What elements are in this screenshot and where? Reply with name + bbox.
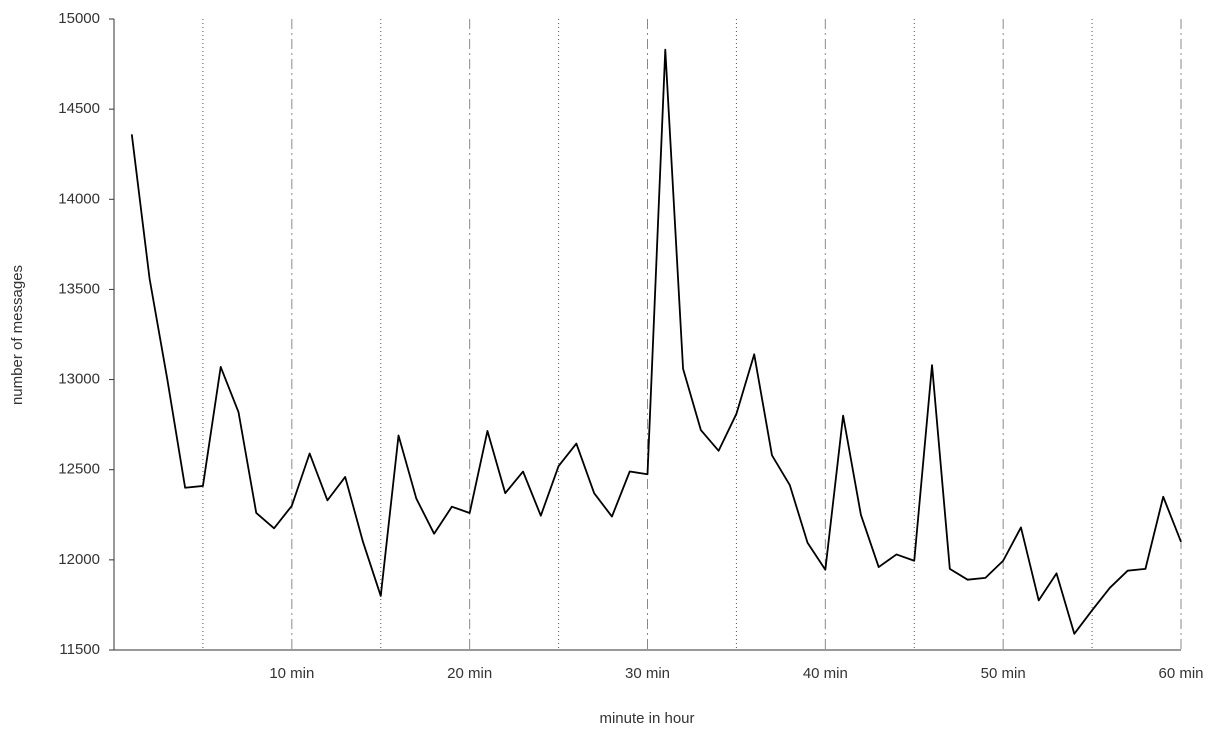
data-line [130, 48, 1182, 635]
y-tick-label: 13000 [58, 371, 100, 388]
y-tick-label: 12500 [58, 461, 100, 478]
x-tick-label: 40 min [803, 665, 848, 682]
y-tick-label: 15000 [58, 10, 100, 27]
y-tick-label: 14000 [58, 190, 100, 207]
x-tick-label: 50 min [981, 665, 1026, 682]
x-axis-label: minute in hour [599, 710, 694, 727]
y-tick-label: 11500 [59, 641, 100, 658]
x-tick-label: 20 min [447, 665, 492, 682]
y-axis-label: number of messages [9, 265, 26, 405]
y-tick-label: 14500 [58, 100, 100, 117]
x-tick-label: 30 min [625, 665, 670, 682]
y-tick-label: 12000 [58, 551, 100, 568]
x-tick-label: 60 min [1158, 665, 1203, 682]
x-tick-label: 10 min [269, 665, 314, 682]
y-tick-label: 13500 [58, 280, 100, 297]
